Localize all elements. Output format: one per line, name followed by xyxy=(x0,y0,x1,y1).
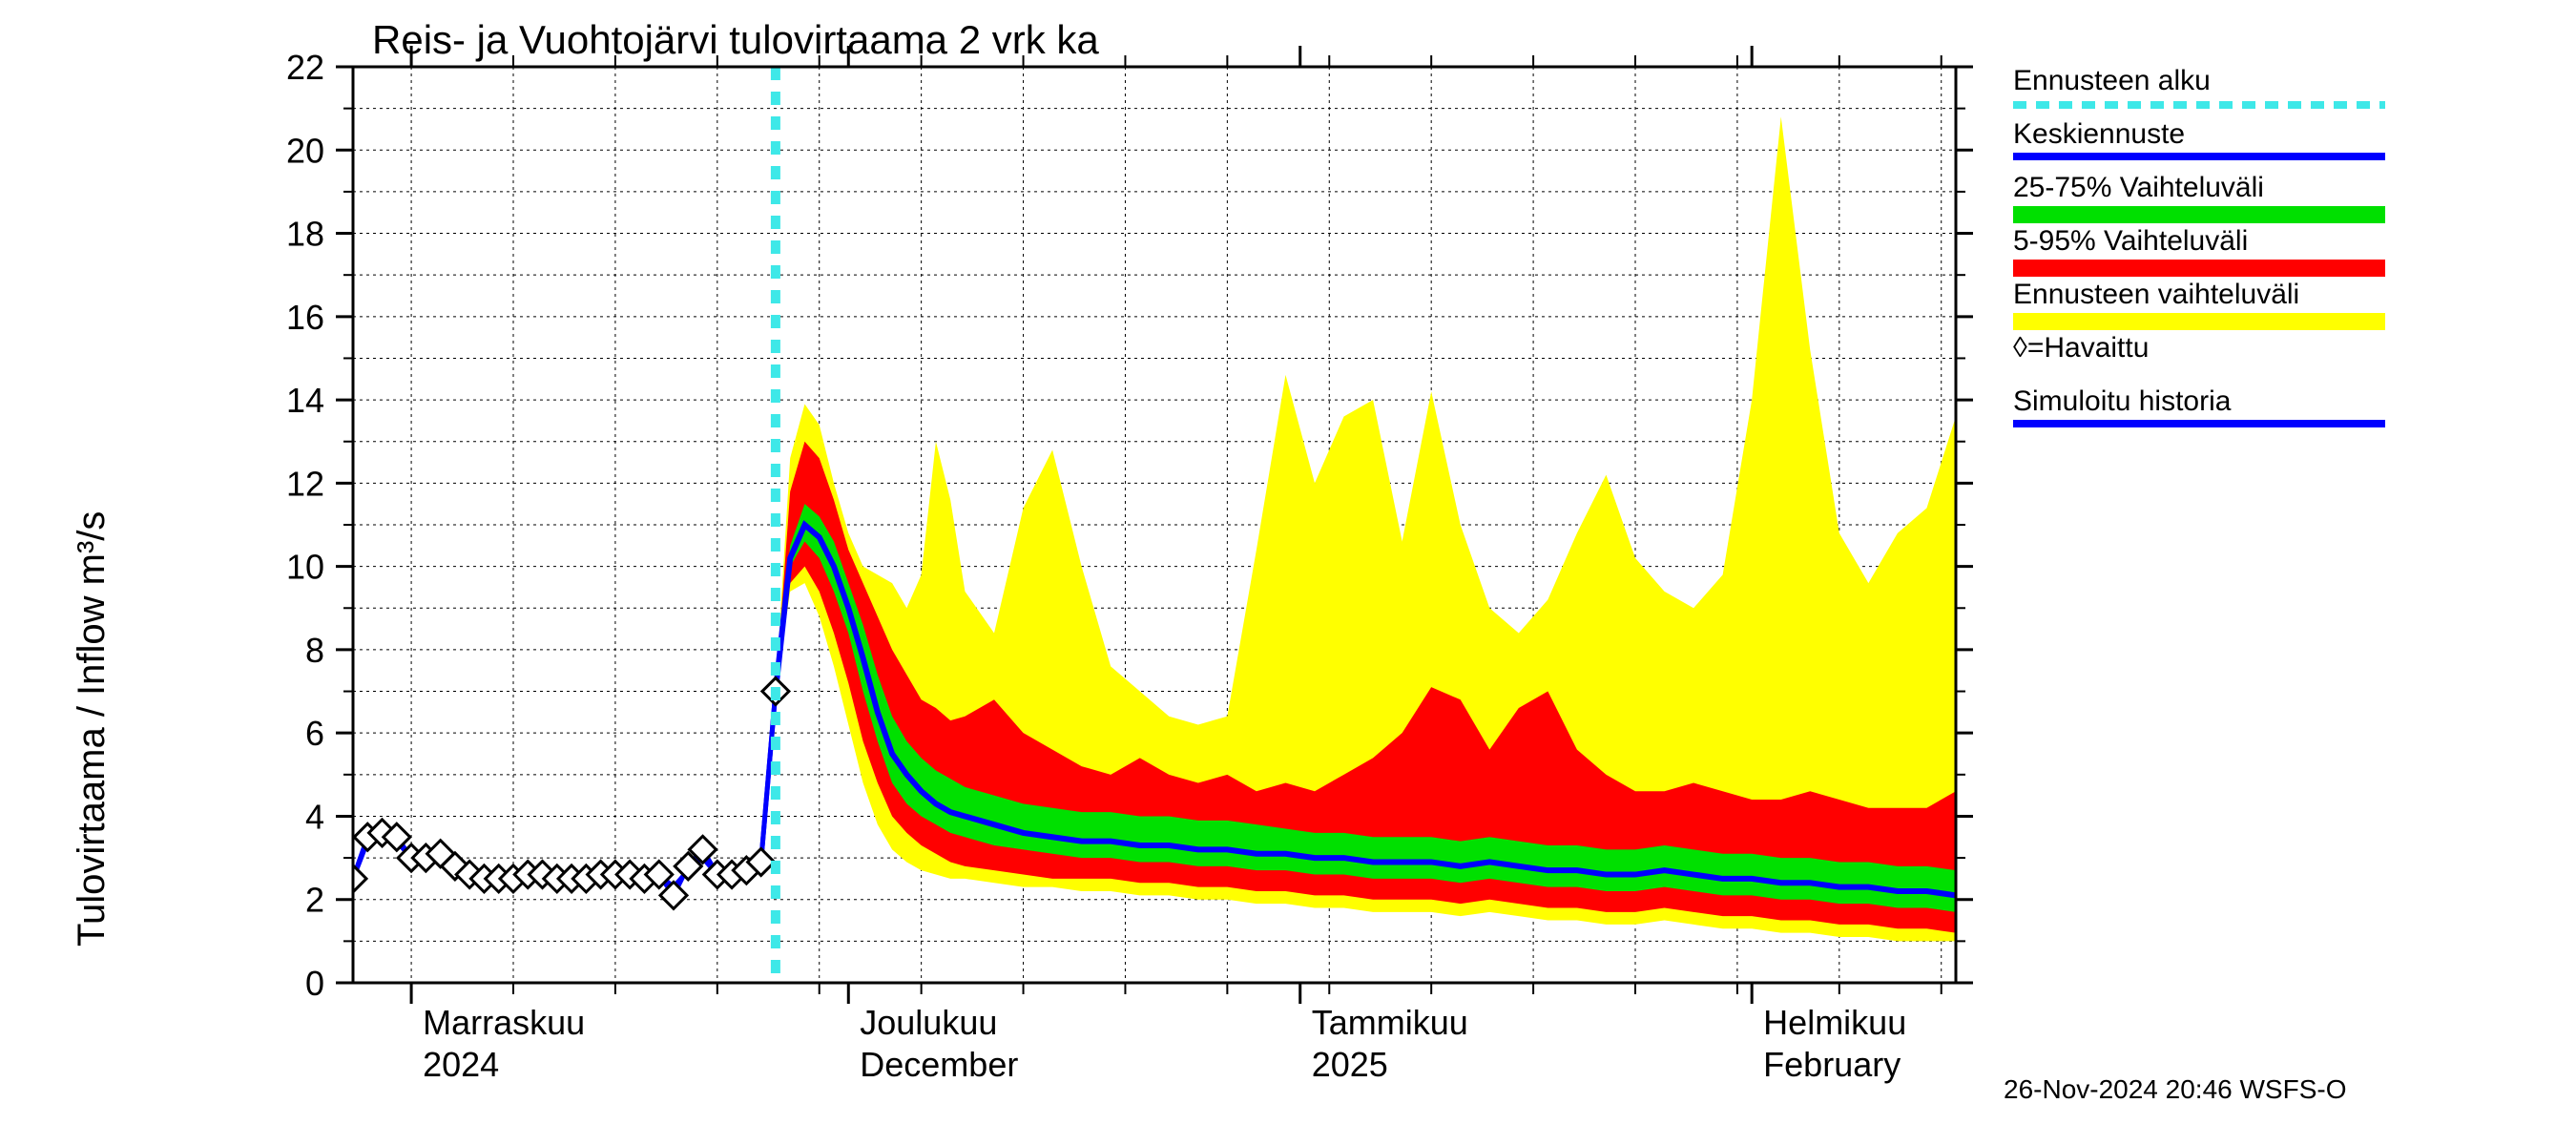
y-axis-label: Tulovirtaama / Inflow m³/s xyxy=(71,511,114,947)
y-tick-label: 4 xyxy=(305,797,324,836)
x-tick-label: Tammikuu xyxy=(1312,1003,1468,1042)
y-tick-label: 8 xyxy=(305,631,324,670)
legend-swatch xyxy=(2013,206,2385,223)
legend-item: 25-75% Vaihteluväli xyxy=(2013,172,2385,225)
y-tick-label: 10 xyxy=(286,548,324,587)
legend-label: Ennusteen alku xyxy=(2013,65,2385,99)
legend-swatch xyxy=(2013,260,2385,277)
legend-label: ◊=Havaittu xyxy=(2013,332,2385,366)
chart-title: Reis- ja Vuohtojärvi tulovirtaama 2 vrk … xyxy=(372,17,1099,63)
x-tick-label: 2025 xyxy=(1312,1045,1388,1084)
y-tick-label: 2 xyxy=(305,881,324,920)
chart-container: 0 2 4 6 8 10 12 14 16 18 20 22 Marraskuu2024 Joulukuu… xyxy=(0,0,2576,1145)
x-tick-label: Helmikuu xyxy=(1763,1003,1906,1042)
y-tick-label: 16 xyxy=(286,298,324,337)
y-tick-label: 12 xyxy=(286,464,324,503)
y-tick-label: 20 xyxy=(286,131,324,170)
x-tick-label: Marraskuu xyxy=(423,1003,585,1042)
legend-item: Simuloitu historia xyxy=(2013,385,2385,439)
legend-label: 5-95% Vaihteluväli xyxy=(2013,225,2385,260)
y-tick-label: 0 xyxy=(305,964,324,1003)
y-tick-label: 22 xyxy=(286,48,324,87)
legend: Ennusteen alku Keskiennuste 25-75% Vaihtel… xyxy=(2013,65,2385,439)
x-tick-label: Joulukuu xyxy=(860,1003,997,1042)
legend-item: Keskiennuste xyxy=(2013,118,2385,172)
y-tick-label: 14 xyxy=(286,381,324,420)
x-tick-label: December xyxy=(860,1045,1018,1084)
y-tick-label: 18 xyxy=(286,215,324,254)
legend-dashed-swatch xyxy=(2013,99,2385,111)
legend-swatch xyxy=(2013,313,2385,330)
x-tick-label: 2024 xyxy=(423,1045,499,1084)
legend-item: 5-95% Vaihteluväli xyxy=(2013,225,2385,279)
legend-item: Ennusteen vaihteluväli xyxy=(2013,279,2385,332)
legend-label: Keskiennuste xyxy=(2013,118,2385,153)
legend-item: Ennusteen alku xyxy=(2013,65,2385,118)
legend-label: 25-75% Vaihteluväli xyxy=(2013,172,2385,206)
legend-line-swatch xyxy=(2013,153,2385,160)
legend-item: ◊=Havaittu xyxy=(2013,332,2385,385)
legend-line-swatch xyxy=(2013,420,2385,427)
timestamp-footer: 26-Nov-2024 20:46 WSFS-O xyxy=(2004,1074,2347,1105)
legend-label: Simuloitu historia xyxy=(2013,385,2385,420)
x-tick-label: February xyxy=(1763,1045,1901,1084)
legend-label: Ennusteen vaihteluväli xyxy=(2013,279,2385,313)
y-tick-label: 6 xyxy=(305,714,324,753)
